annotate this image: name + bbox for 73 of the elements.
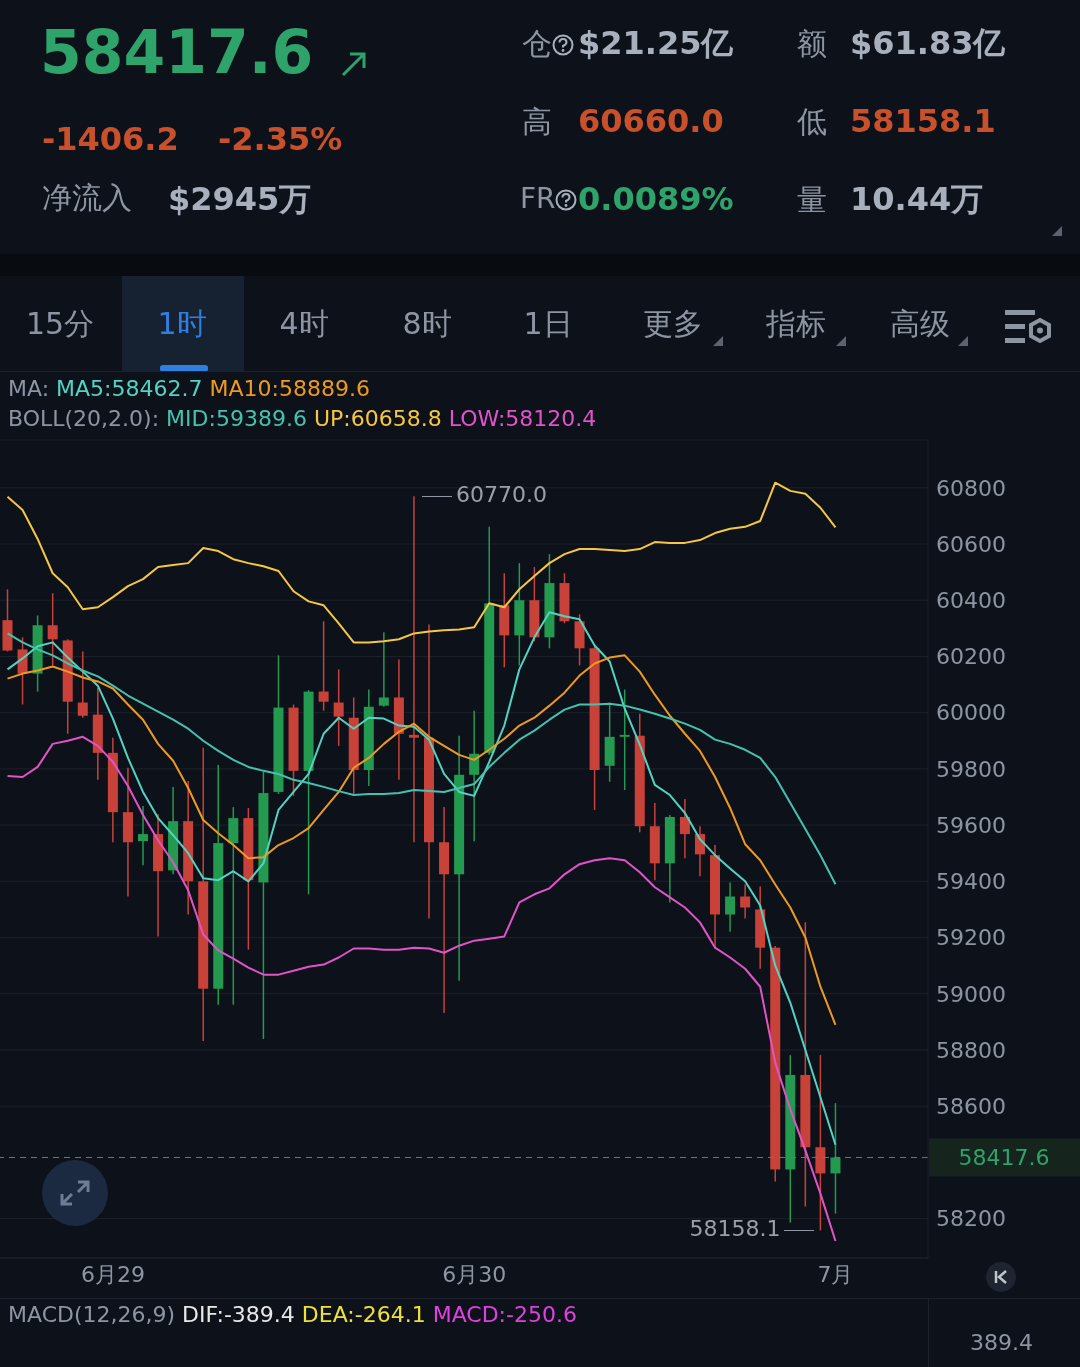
text: MACD(12,26,9) [8,1302,177,1327]
y-tick-label: 59400 [936,869,1006,895]
text: 量 [797,182,827,218]
y-tick-label: 59600 [936,812,1006,838]
text: 15分 [24,306,96,342]
line-series [6,481,837,644]
candlestick [830,1102,841,1215]
text: 高级 [889,306,951,342]
candlestick [47,592,58,667]
candlestick [318,620,329,712]
line-series [6,654,837,1026]
line-series [6,611,837,1146]
text: 0.0089% [578,180,734,219]
line-series [6,735,837,1243]
text: 高 [522,104,552,140]
text: MACD:-250.6 [432,1302,577,1327]
text: 低 [797,104,827,140]
text: MA5:58462.7 [56,376,204,401]
y-tick-label: 59800 [936,756,1006,782]
text: DIF:-389.4 [182,1302,296,1327]
ref-line-label: 58417.6 [958,1145,1050,1171]
candlestick [77,650,88,719]
y-tick-label: 58600 [936,1094,1006,1120]
text: 仓 [522,26,552,62]
candlestick [137,805,148,867]
text: 4时 [278,306,330,342]
candlestick [725,881,736,933]
x-tick-label: 6月30 [442,1261,507,1287]
text: -1406.2 [42,120,179,159]
text: 389.4 [970,1330,1033,1355]
y-tick-label: 59200 [936,925,1006,951]
text: FR [520,182,556,216]
candlestick [378,631,389,708]
y-tick-label: 60800 [936,475,1006,501]
text: -2.35% [218,120,343,159]
text: 额 [797,26,827,62]
candlestick [619,688,630,791]
text: BOLL(20,2.0): [8,406,161,431]
text: MA10:58889.6 [209,376,370,401]
candlestick [679,798,690,860]
x-tick-label: 7月 [817,1261,854,1287]
text: 指标 [765,306,827,342]
x-tick-label: 6月29 [80,1261,145,1287]
text: 净流入 [42,180,132,216]
text: $2945万 [168,180,312,219]
y-tick-label: 60000 [936,700,1006,726]
text: LOW:58120.4 [448,406,597,431]
chart-title: 58417.6 [40,16,314,88]
text: 1日 [522,306,574,342]
annotation: 60770.0 [455,482,547,508]
text: $21.25亿 [578,24,734,63]
text: $61.83亿 [850,24,1006,63]
y-tick-label: 60600 [936,531,1006,557]
y-tick-label: 58200 [936,1206,1006,1232]
y-tick-label: 60400 [936,588,1006,614]
text: DEA:-264.1 [301,1302,427,1327]
text: MA: [8,376,51,401]
text: UP:60658.8 [313,406,443,431]
text: 1时 [156,306,208,342]
candlestick [333,668,344,747]
y-tick-label: 58800 [936,1037,1006,1063]
candlestick [408,495,419,843]
annotation: 58158.1 [689,1216,781,1242]
text: MID:59389.6 [166,406,308,431]
text: 58158.1 [850,102,996,141]
candlestick [228,806,239,1006]
text: 8时 [401,306,453,342]
y-tick-label: 59000 [936,981,1006,1007]
text: 10.44万 [850,180,984,219]
text: 更多 [642,306,704,342]
y-tick-label: 60200 [936,644,1006,670]
candlestick [740,883,751,920]
text: 60660.0 [578,102,724,141]
